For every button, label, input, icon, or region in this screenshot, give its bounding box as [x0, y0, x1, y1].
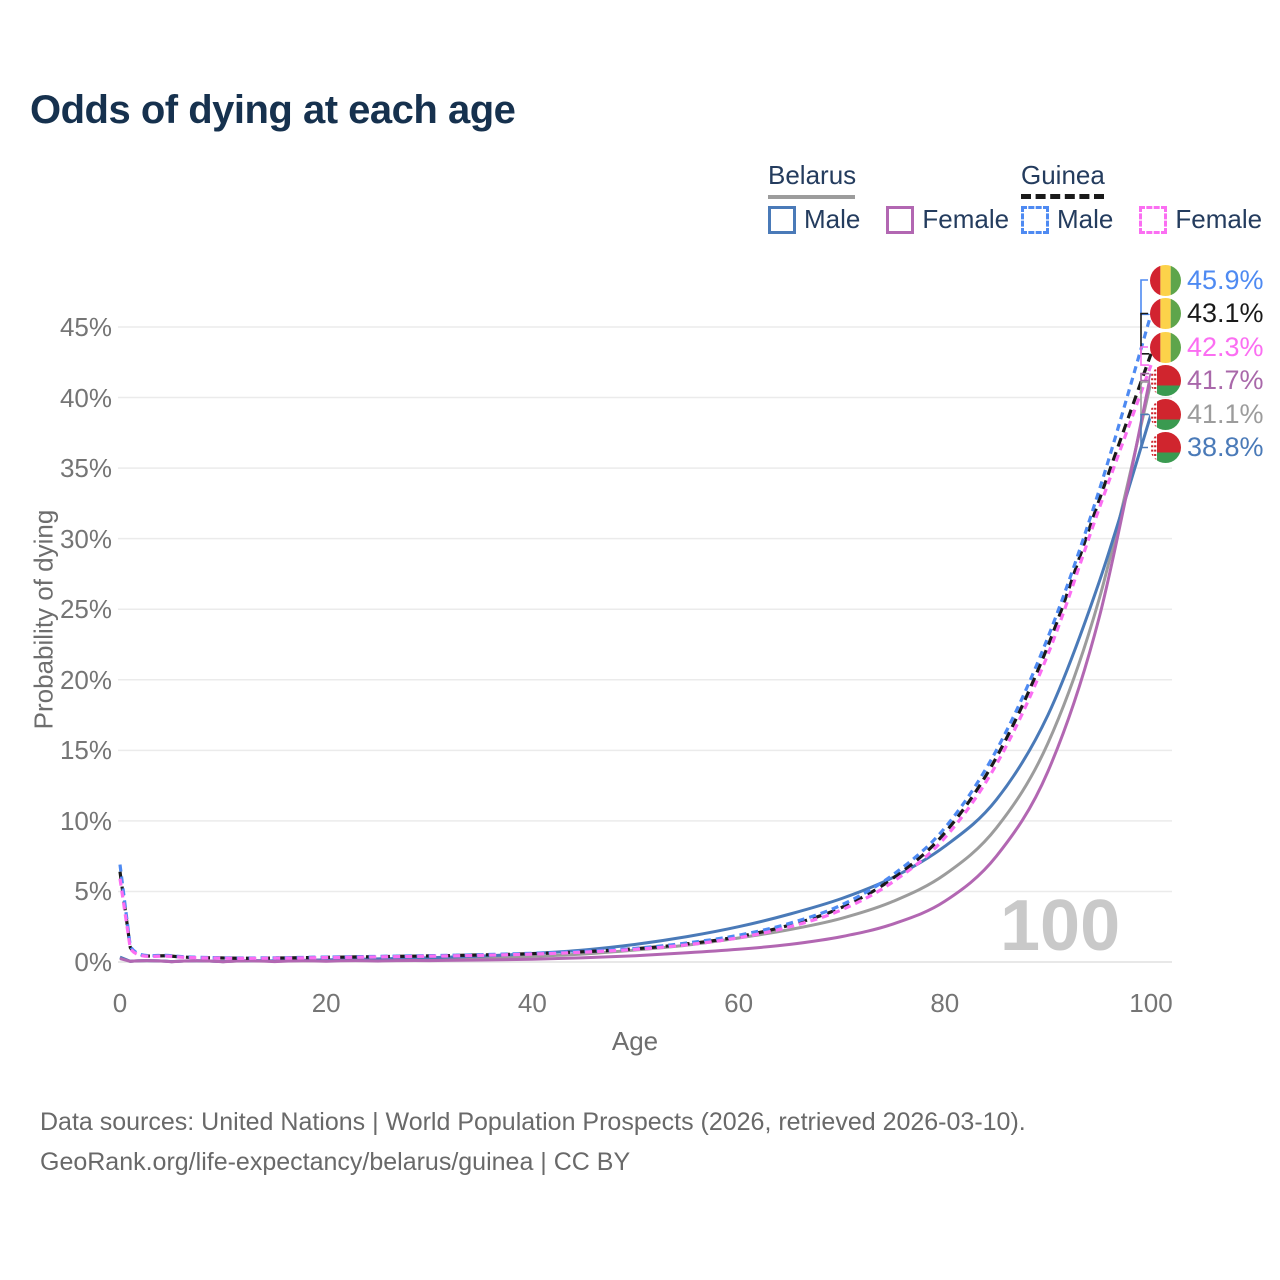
series-line-guinea_male[interactable]: [118, 313, 1153, 960]
attribution-note: GeoRank.org/life-expectancy/belarus/guin…: [40, 1148, 631, 1176]
legend-guinea-male-label[interactable]: Male: [1057, 204, 1114, 234]
legend-guinea-female-label[interactable]: Female: [1175, 204, 1263, 234]
end-label-row: 45.9%: [1150, 263, 1264, 297]
end-label-row: 41.1%: [1150, 397, 1264, 431]
series-line-guinea_total[interactable]: [118, 353, 1153, 960]
y-tick-label: 40%: [59, 382, 112, 413]
end-label-row: 41.7%: [1150, 364, 1264, 398]
end-label-value: 43.1%: [1187, 298, 1264, 328]
belarus-flag-icon: [1150, 398, 1181, 430]
legend-row-belarus: Male Female: [768, 204, 1009, 235]
end-label-connector: [1140, 413, 1149, 449]
y-tick-label: 15%: [59, 735, 112, 766]
y-tick-label: 0%: [74, 947, 112, 977]
data-source-note: Data sources: United Nations | World Pop…: [40, 1108, 1026, 1136]
legend-guinea-label[interactable]: Guinea: [1021, 160, 1105, 190]
flag-icon-slot: [1150, 365, 1181, 396]
legend-swatch-guinea-female[interactable]: [1139, 205, 1168, 234]
end-label-connector: [1140, 372, 1149, 382]
belarus-flag-icon: [1150, 432, 1181, 463]
legend-guinea-line-swatch: [1021, 194, 1104, 199]
x-tick-label: 20: [311, 988, 341, 1018]
series-line-belarus_female[interactable]: [119, 373, 1153, 964]
x-tick-label: 60: [724, 988, 754, 1018]
legend-swatch-belarus-female[interactable]: [886, 205, 915, 234]
end-label-value: 45.9%: [1187, 264, 1264, 295]
chart-title: Odds of dying at each age: [30, 88, 516, 132]
flag-icon-slot: [1150, 264, 1181, 296]
legend-row-guinea: Male Female: [1021, 204, 1262, 235]
legend-group-guinea: Guinea: [1021, 160, 1105, 199]
y-tick-label: 30%: [59, 523, 112, 554]
flag-icon-slot: [1150, 331, 1181, 363]
legend-swatch-guinea-male[interactable]: [1021, 205, 1049, 234]
x-tick-label: 80: [930, 988, 960, 1018]
x-tick-label: 0: [112, 988, 128, 1018]
end-label-value: 42.3%: [1187, 331, 1264, 362]
end-label-value: 38.8%: [1187, 432, 1264, 462]
age-watermark: 100: [1000, 886, 1120, 966]
y-tick-label: 5%: [74, 876, 112, 907]
flag-icon-slot: [1150, 432, 1181, 463]
guinea-flag-icon: [1150, 298, 1181, 329]
end-label-connector: [1140, 346, 1149, 366]
y-tick-label: 45%: [59, 312, 112, 342]
end-label-row: 42.3%: [1150, 330, 1264, 364]
legend-belarus-male-label[interactable]: Male: [804, 204, 861, 234]
end-label-connector: [1140, 279, 1149, 316]
legend-belarus-label[interactable]: Belarus: [768, 160, 857, 190]
series-line-belarus_total[interactable]: [119, 381, 1153, 964]
x-tick-label: 40: [517, 988, 547, 1018]
series-line-belarus_male[interactable]: [119, 414, 1153, 964]
legend-belarus-line-swatch: [768, 195, 855, 199]
y-tick-label: 35%: [59, 453, 112, 484]
series-line-guinea_female[interactable]: [118, 364, 1153, 960]
legend-belarus-female-label[interactable]: Female: [922, 204, 1010, 234]
end-label-row: 43.1%: [1150, 297, 1264, 331]
x-axis-title: Age: [611, 1026, 659, 1056]
flag-icon-slot: [1150, 298, 1181, 329]
flag-icon-slot: [1150, 398, 1181, 430]
legend-group-belarus: Belarus: [768, 160, 856, 199]
belarus-flag-icon: [1150, 365, 1181, 396]
y-tick-label: 10%: [59, 805, 112, 836]
y-tick-label: 20%: [59, 664, 112, 695]
end-label-value: 41.7%: [1187, 365, 1264, 395]
end-label-value: 41.1%: [1187, 398, 1264, 429]
end-label-connector: [1140, 312, 1149, 355]
legend-swatch-belarus-male[interactable]: [768, 205, 796, 234]
x-tick-label: 100: [1129, 988, 1173, 1018]
guinea-flag-icon: [1150, 264, 1181, 296]
guinea-flag-icon: [1150, 331, 1181, 363]
y-tick-label: 25%: [59, 594, 112, 625]
end-label-row: 38.8%: [1150, 431, 1264, 465]
